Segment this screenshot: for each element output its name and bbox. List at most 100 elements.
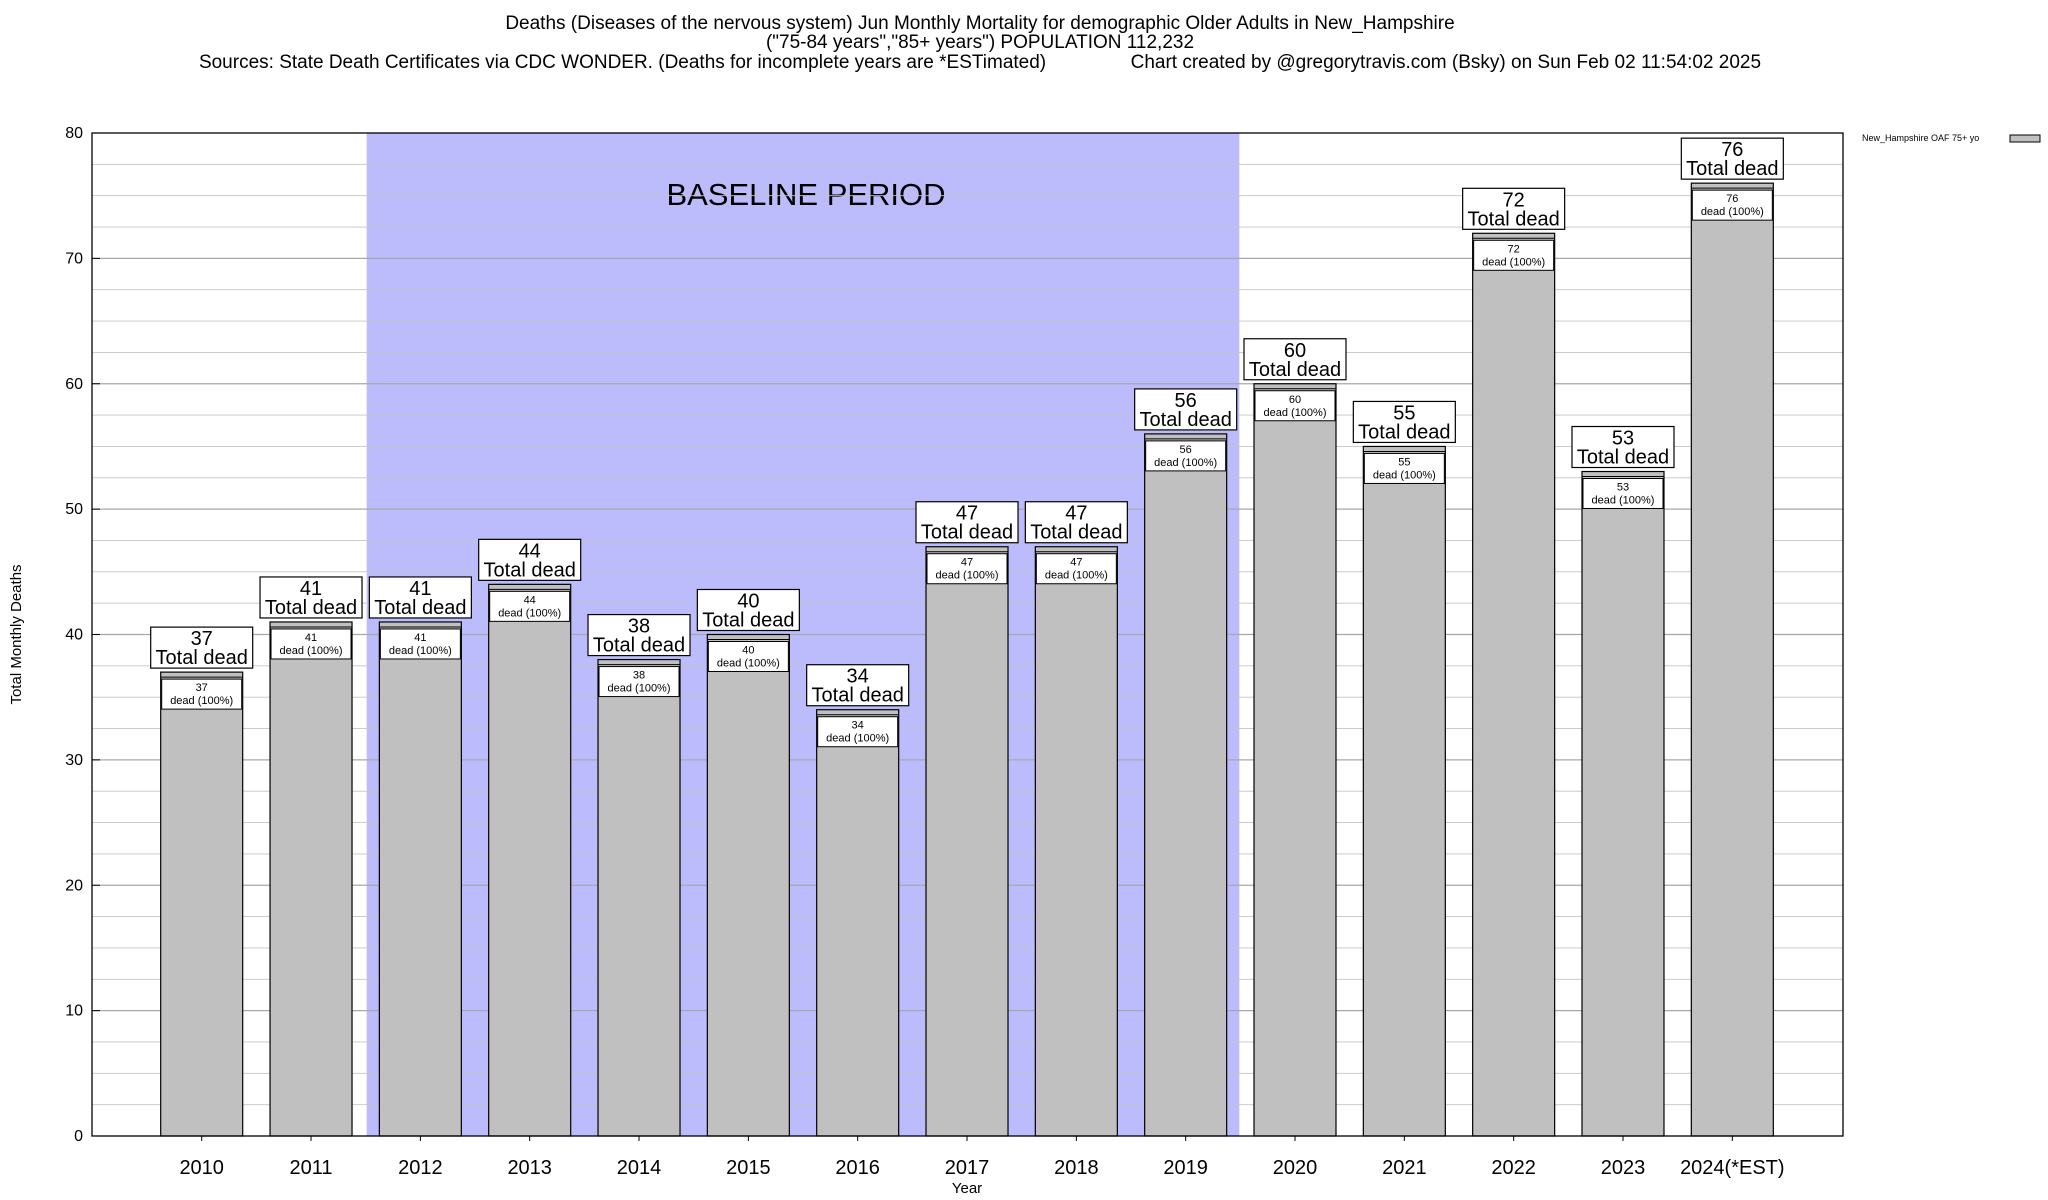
inner-label-value: 47 [961, 557, 973, 569]
inner-label-value: 40 [742, 645, 754, 657]
total-label-text: Total dead [1140, 409, 1232, 431]
inner-label-text: dead (100%) [498, 607, 561, 619]
total-label-text: Total dead [1686, 158, 1778, 180]
inner-label-box [1582, 478, 1664, 510]
total-label-text: Total dead [1468, 208, 1560, 230]
x-tick-label: 2022 [1491, 1157, 1536, 1179]
x-tick-label: 2018 [1054, 1157, 1099, 1179]
bar [925, 546, 1009, 1137]
bar [378, 621, 462, 1137]
inner-label-value: 76 [1726, 193, 1738, 205]
inner-label-value: 41 [305, 632, 317, 644]
inner-label-value: 53 [1617, 482, 1629, 494]
x-tick-label: 2021 [1382, 1157, 1427, 1179]
inner-label-value: 72 [1508, 243, 1520, 255]
bar [816, 709, 900, 1137]
chart-source: Sources: State Death Certificates via CD… [198, 52, 1047, 73]
y-tick-label: 0 [74, 1128, 83, 1145]
inner-label-value: 60 [1289, 394, 1301, 406]
data-label: 76 [1721, 139, 1743, 161]
inner-label-box [489, 590, 571, 622]
total-label-text: Total dead [1249, 359, 1341, 381]
inner-label-text: dead (100%) [1482, 256, 1545, 268]
total-label-box [150, 626, 254, 669]
inner-label-box [1035, 553, 1117, 585]
data-label: 41 [300, 578, 322, 600]
y-tick-label: 10 [65, 1003, 83, 1020]
x-tick-label: 2013 [507, 1157, 552, 1179]
bar [597, 658, 681, 1137]
bar [160, 671, 244, 1137]
total-label-box [478, 538, 582, 581]
data-label: 41 [409, 578, 431, 600]
inner-label-value: 44 [524, 594, 536, 606]
inner-label-box [1254, 390, 1336, 422]
data-label: 38 [628, 616, 650, 638]
inner-label-text: dead (100%) [826, 733, 889, 745]
data-label: 53 [1612, 428, 1634, 450]
inner-label-text: dead (100%) [936, 570, 999, 582]
data-label: 47 [1065, 503, 1087, 525]
y-tick-label: 30 [65, 752, 83, 769]
x-tick-label: 2012 [398, 1157, 443, 1179]
baseline-period-label: BASELINE PERIOD [666, 177, 945, 212]
inner-label-value: 55 [1398, 456, 1410, 468]
inner-label-text: dead (100%) [1373, 469, 1436, 481]
inner-label-value: 38 [633, 670, 645, 682]
x-tick-label: 2014 [617, 1157, 662, 1179]
legend-label: New_Hampshire OAF 75+ yo [1862, 133, 1979, 143]
inner-label-box [598, 666, 680, 698]
x-axis-label: Year [952, 1180, 982, 1197]
total-label-box [1462, 187, 1566, 230]
data-label: 34 [847, 666, 869, 688]
total-label-box [368, 576, 472, 619]
data-label: 56 [1175, 390, 1197, 412]
total-label-box [1680, 137, 1784, 180]
total-label-text: Total dead [374, 597, 466, 619]
inner-label-text: dead (100%) [1154, 457, 1217, 469]
inner-label-text: dead (100%) [170, 695, 233, 707]
x-tick-label: 2023 [1601, 1157, 1646, 1179]
total-label-box [587, 613, 691, 657]
total-label-text: Total dead [265, 597, 357, 619]
bar [1253, 383, 1337, 1137]
total-label-text: Total dead [812, 685, 904, 707]
y-tick-label: 20 [65, 877, 83, 894]
inner-label-value: 47 [1070, 557, 1082, 569]
inner-label-text: dead (100%) [389, 645, 452, 657]
chart-subtitle: ("75-84 years","85+ years") POPULATION 1… [765, 32, 1195, 53]
inner-label-box [1145, 440, 1227, 472]
inner-label-box [1473, 239, 1555, 271]
data-label: 72 [1503, 189, 1525, 211]
inner-label-box [817, 716, 899, 748]
bar [1034, 546, 1118, 1137]
x-tick-label: 2010 [179, 1157, 224, 1179]
x-tick-label: 2019 [1163, 1157, 1208, 1179]
total-label-text: Total dead [156, 647, 248, 669]
x-tick-label: 2020 [1273, 1157, 1318, 1179]
bar [488, 583, 572, 1137]
x-tick-label: 2024(*EST) [1680, 1157, 1785, 1179]
legend-swatch [2009, 134, 2041, 143]
bar [1362, 445, 1446, 1137]
x-tick-label: 2016 [835, 1157, 880, 1179]
total-label-box [806, 664, 910, 707]
inner-label-text: dead (100%) [280, 645, 343, 657]
data-label: 55 [1393, 402, 1415, 424]
total-label-text: Total dead [1577, 447, 1669, 469]
inner-label-text: dead (100%) [1045, 570, 1108, 582]
bar [269, 621, 353, 1137]
y-tick-label: 70 [65, 250, 83, 267]
data-label: 44 [519, 540, 541, 562]
bar [706, 633, 790, 1137]
total-label-text: Total dead [1358, 421, 1450, 443]
bar [1690, 182, 1774, 1137]
y-axis-label: Total Monthly Deaths [8, 564, 25, 704]
x-tick-label: 2017 [945, 1157, 990, 1179]
inner-label-text: dead (100%) [717, 658, 780, 670]
chart-credit: Chart created by @gregorytravis.com (Bsk… [1130, 52, 1762, 73]
chart-source-credit-line: Sources: State Death Certificates via CD… [0, 52, 1960, 74]
data-label: 37 [191, 628, 213, 650]
bar [1472, 232, 1556, 1137]
